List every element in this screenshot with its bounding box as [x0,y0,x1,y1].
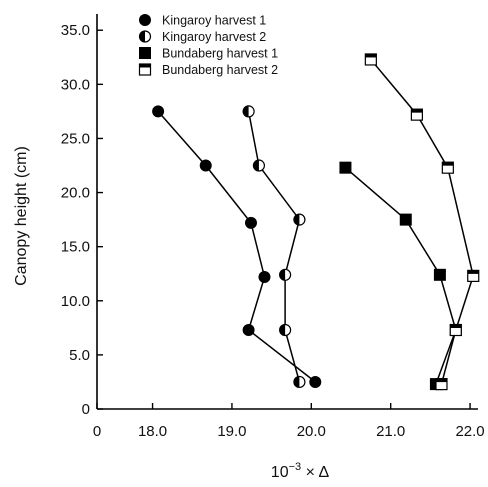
axes [96,14,478,410]
legend-label-kingaroy-harvest-1: Kingaroy harvest 1 [162,14,266,28]
legend-item-bundaberg-harvest-1: Bundaberg harvest 1 [139,47,278,61]
data-point-bundaberg-harvest-1 [339,161,352,174]
data-point-kingaroy-harvest-1 [258,270,271,283]
x-tick-label: 0 [93,423,101,440]
y-tick-label: 5.0 [69,347,90,364]
y-tick-label: 0 [82,401,90,418]
data-point-bundaberg-harvest-2 [435,378,448,391]
data-point-kingaroy-harvest-2 [293,213,306,226]
data-point-kingaroy-harvest-1 [242,324,255,336]
x-tick-label: 18.0 [138,423,167,440]
y-tick-label: 10.0 [61,293,90,310]
legend-item-bundaberg-harvest-2: Bundaberg harvest 2 [138,63,278,77]
x-tick-label: 20.0 [297,423,326,440]
series-line-kingaroy-harvest-2 [247,111,301,383]
data-point-kingaroy-harvest-2 [279,268,292,281]
series-markers [152,53,480,391]
y-axis-title: Canopy height (cm) [13,146,30,286]
legend-item-kingaroy-harvest-2: Kingaroy harvest 2 [138,30,266,44]
x-tick-label: 22.0 [455,423,484,440]
data-point-kingaroy-harvest-2 [279,323,292,337]
data-point-bundaberg-harvest-2 [410,108,423,121]
data-point-bundaberg-harvest-2 [364,53,377,66]
series-line-kingaroy-harvest-1 [157,110,316,383]
data-point-kingaroy-harvest-2 [293,375,306,389]
legend-label-bundaberg-harvest-1: Bundaberg harvest 1 [162,47,278,61]
legend-marker-kingaroy-harvest-1 [139,14,151,26]
data-point-kingaroy-harvest-1 [199,159,212,172]
data-point-kingaroy-harvest-2 [252,159,266,172]
legend-marker-kingaroy-harvest-2 [138,30,152,43]
y-tick-label: 20.0 [61,185,90,202]
series-line-bundaberg-harvest-2 [370,59,474,385]
series-lines [157,59,474,385]
y-tick-label: 15.0 [61,239,90,256]
x-tick-label: 21.0 [376,423,405,440]
legend: Kingaroy harvest 1 Kingaroy harvest 2 Bund… [138,14,278,77]
x-axis-title-exponent: −3 [289,461,302,473]
data-point-kingaroy-harvest-1 [309,375,322,388]
data-point-bundaberg-harvest-2 [441,161,454,174]
legend-marker-bundaberg-harvest-2 [138,63,152,76]
data-point-bundaberg-harvest-2 [467,269,480,282]
x-axis-title: 10−3 × Δ [271,461,330,481]
legend-label-bundaberg-harvest-2: Bundaberg harvest 2 [162,63,278,77]
data-point-bundaberg-harvest-1 [399,213,412,226]
legend-marker-bundaberg-harvest-1 [139,47,151,59]
data-point-kingaroy-harvest-2 [242,105,255,118]
data-point-kingaroy-harvest-1 [244,216,257,229]
data-point-bundaberg-harvest-2 [449,323,462,337]
ticks: 0 5.0 10.0 15.0 20.0 25.0 30.0 35.0 0 18.0 19.0 20.… [61,22,485,440]
legend-label-kingaroy-harvest-2: Kingaroy harvest 2 [162,30,266,44]
y-tick-label: 35.0 [61,22,90,39]
legend-item-kingaroy-harvest-1: Kingaroy harvest 1 [139,14,266,28]
y-tick-label: 25.0 [61,130,90,147]
data-point-bundaberg-harvest-1 [433,268,446,281]
y-tick-label: 30.0 [61,76,90,93]
data-point-kingaroy-harvest-1 [152,105,165,118]
x-tick-label: 19.0 [217,423,246,440]
x-axis-title-base: 10 [271,464,289,481]
x-axis-title-rest: × Δ [301,464,329,481]
